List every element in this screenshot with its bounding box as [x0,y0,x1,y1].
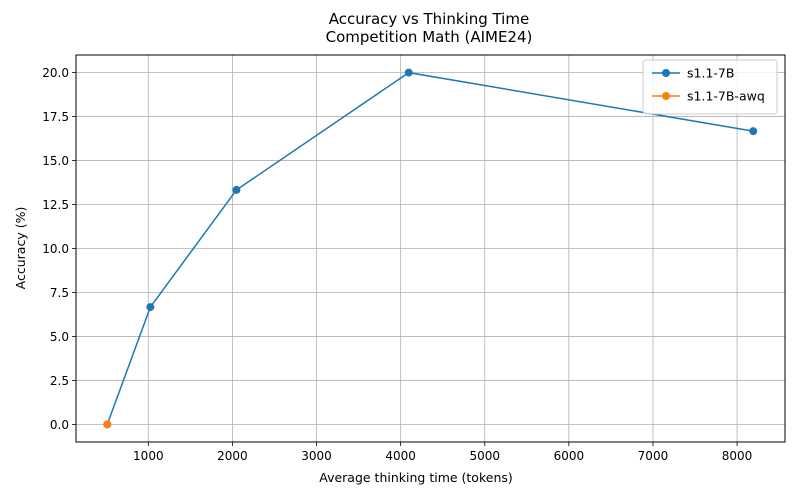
y-tick-label: 20.0 [42,66,69,80]
data-point-s1-1-7b [404,68,413,77]
data-point-s1-1-7b-awq [103,420,112,429]
x-tick-label: 1000 [133,449,164,463]
legend-marker-s1-1-7b-awq [662,92,670,100]
data-point-s1-1-7b [146,303,155,312]
x-axis-label: Average thinking time (tokens) [319,470,513,485]
x-tick-label: 3000 [301,449,332,463]
legend-marker-s1-1-7b [662,69,670,77]
legend-label-s1-1-7b: s1.1-7B [687,66,734,81]
x-tick-label: 5000 [469,449,500,463]
legend-label-s1-1-7b-awq: s1.1-7B-awq [687,89,765,104]
data-point-s1-1-7b [232,185,241,194]
x-tick-label: 7000 [638,449,669,463]
y-tick-label: 2.5 [50,374,69,388]
series-layer [103,68,758,429]
legend: s1.1-7B s1.1-7B-awq [642,59,778,115]
y-tick-label: 5.0 [50,330,69,344]
x-tick-label: 6000 [554,449,585,463]
y-tick-label: 10.0 [42,242,69,256]
x-tick-label: 8000 [722,449,753,463]
ticks: 1000 2000 3000 4000 5000 6000 7000 8000 0.0 2.5 5.… [42,66,752,463]
chart-title: Accuracy vs Thinking Time [329,10,529,28]
y-tick-label: 15.0 [42,154,69,168]
y-tick-label: 17.5 [42,110,69,124]
x-tick-label: 4000 [385,449,416,463]
y-tick-label: 7.5 [50,286,69,300]
data-point-s1-1-7b [749,127,758,136]
grid [76,55,785,442]
y-axis-label: Accuracy (%) [13,207,28,290]
chart-subtitle: Competition Math (AIME24) [326,28,533,46]
x-tick-label: 2000 [217,449,248,463]
y-tick-label: 0.0 [50,418,69,432]
y-tick-label: 12.5 [42,198,69,212]
